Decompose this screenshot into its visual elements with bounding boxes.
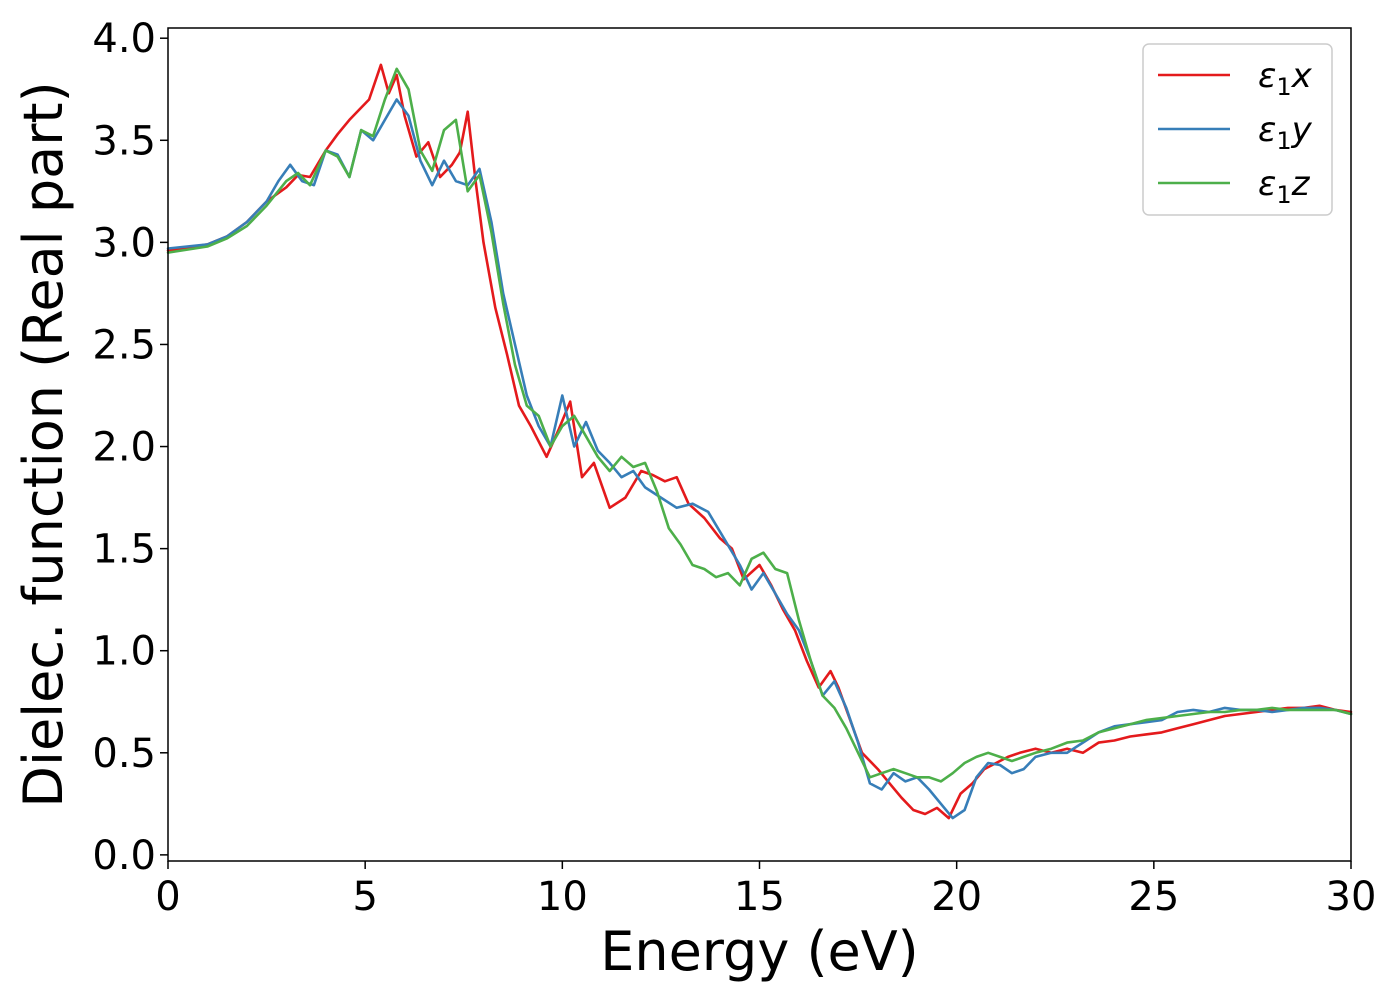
x-axis-ticks: 0 5 10 15 20 25 30 [155, 861, 1376, 920]
x-tick-label: 30 [1326, 874, 1377, 920]
y-tick-label: 1.5 [92, 527, 156, 573]
y-axis-ticks: 0.0 0.5 1.0 1.5 2.0 2.5 3.0 3.5 4.0 [92, 16, 168, 879]
x-tick-label: 25 [1128, 874, 1179, 920]
x-tick-label: 20 [931, 874, 982, 920]
y-tick-label: 2.0 [92, 425, 156, 471]
y-tick-label: 3.5 [92, 118, 156, 164]
legend-label-x: ε1x [1258, 56, 1313, 101]
y-tick-label: 2.5 [92, 322, 156, 368]
y-tick-label: 0.5 [92, 731, 156, 777]
series-layer [166, 63, 1353, 820]
legend-label-y: ε1y [1258, 110, 1313, 155]
y-tick-label: 3.0 [92, 220, 156, 266]
y-axis-title: Dielec. function (Real part) [12, 81, 75, 807]
y-tick-label: 1.0 [92, 629, 156, 675]
legend: ε1x ε1y ε1z [1142, 43, 1333, 216]
legend-box [1142, 43, 1333, 216]
y-tick-label: 4.0 [92, 16, 156, 62]
y-tick-label: 0.0 [92, 833, 156, 879]
x-tick-label: 15 [734, 874, 785, 920]
x-axis-title: Energy (eV) [600, 920, 919, 983]
x-tick-label: 5 [352, 874, 377, 920]
legend-label-z: ε1z [1258, 164, 1311, 209]
x-tick-label: 0 [155, 874, 180, 920]
series-line-z [166, 67, 1353, 783]
x-tick-label: 10 [537, 874, 588, 920]
